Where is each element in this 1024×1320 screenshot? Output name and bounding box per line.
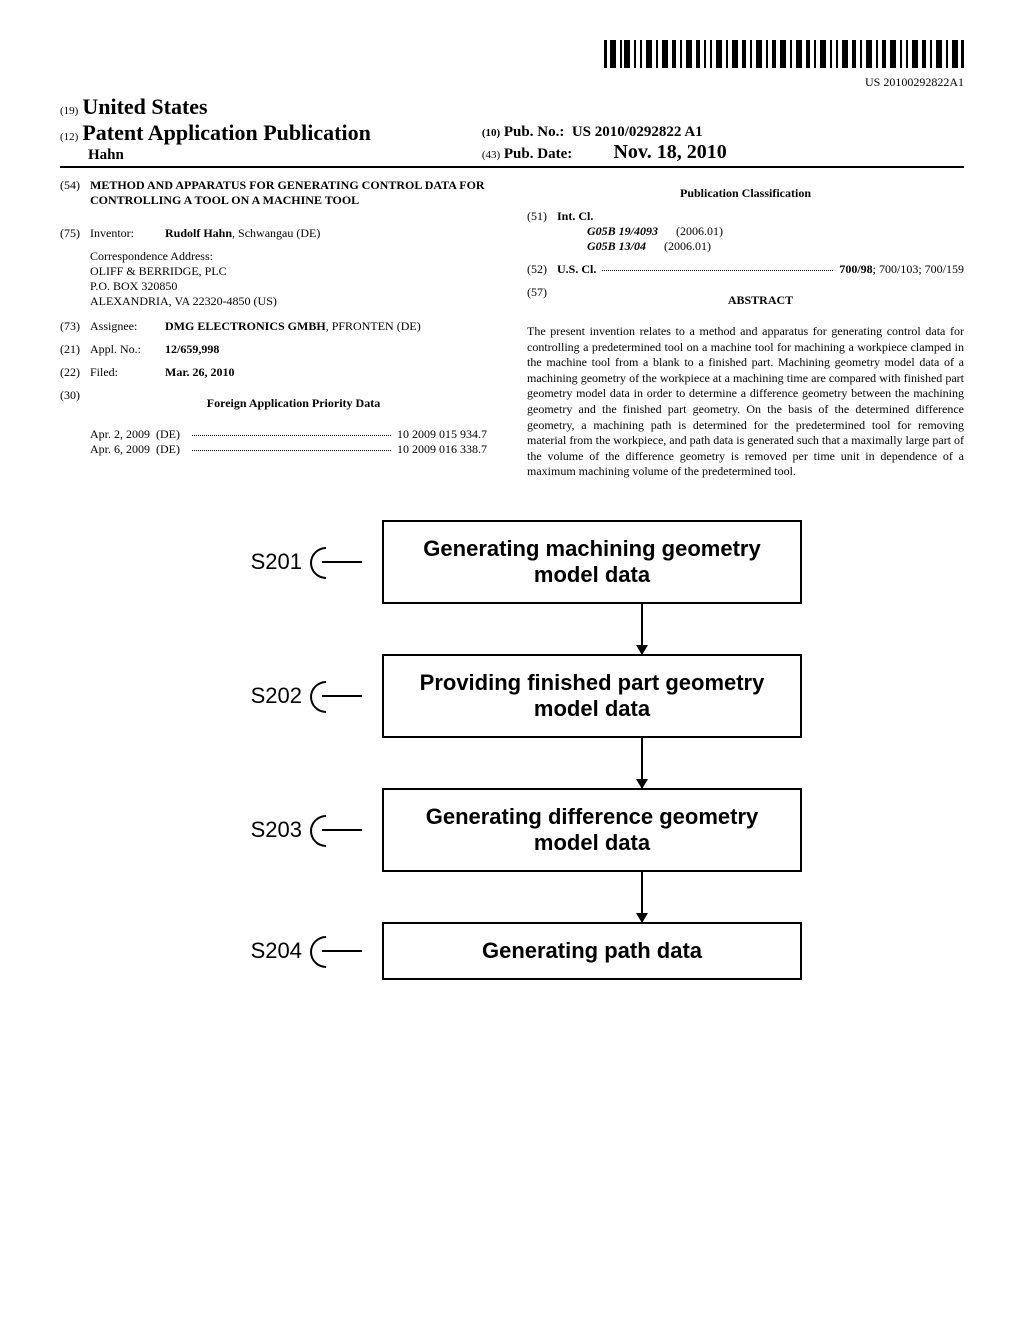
intcl-row: G05B 19/4093 (2006.01) xyxy=(557,224,964,239)
field-54-num: (54) xyxy=(60,178,90,193)
assignee-name: DMG ELECTRONICS GMBH xyxy=(165,319,326,333)
priority-list: Apr. 2, 2009(DE)10 2009 015 934.7Apr. 6,… xyxy=(60,427,497,457)
pub-no: US 2010/0292822 A1 xyxy=(572,124,703,140)
appl-no: 12/659,998 xyxy=(165,342,497,357)
intcl-code: G05B 13/04 xyxy=(587,239,646,253)
uscl-bold: 700/98 xyxy=(839,262,872,276)
flow-box: Providing finished part geometry model d… xyxy=(382,654,802,738)
field-57-num: (57) xyxy=(527,285,557,300)
inventor-name: Rudolf Hahn xyxy=(165,226,232,240)
field-21-num: (21) xyxy=(60,342,90,357)
appl-no-label: Appl. No.: xyxy=(90,342,165,357)
intcl-code: G05B 19/4093 xyxy=(587,224,658,238)
priority-row: Apr. 6, 2009 (DE) 10 2009 016 338.7 xyxy=(60,442,497,457)
barcode-graphic xyxy=(604,40,964,68)
field-22-num: (22) xyxy=(60,365,90,380)
field-73-num: (73) xyxy=(60,319,90,334)
publication-type: Patent Application Publication xyxy=(82,120,370,145)
flow-row: S201 Generating machining geometry model… xyxy=(222,520,802,604)
priority-cc: (DE) xyxy=(156,427,180,442)
priority-cc: (DE) xyxy=(156,442,180,457)
corr-label: Correspondence Address: xyxy=(90,249,497,264)
intcl-version: (2006.01) xyxy=(676,224,723,238)
barcode-region: US 20100292822A1 xyxy=(60,40,964,90)
flow-step-id: S204 xyxy=(222,938,302,964)
flow-pointer xyxy=(322,950,362,952)
priority-heading: Foreign Application Priority Data xyxy=(90,396,497,411)
field-30-num: (30) xyxy=(60,388,90,403)
intcl-list: G05B 19/4093 (2006.01)G05B 13/04 (2006.0… xyxy=(557,224,964,254)
country: United States xyxy=(82,94,207,119)
flow-pointer xyxy=(322,695,362,697)
inventor-label: Inventor: xyxy=(90,226,165,241)
intcl-row: G05B 13/04 (2006.01) xyxy=(557,239,964,254)
pub-date: Nov. 18, 2010 xyxy=(613,141,726,163)
pub-no-label: Pub. No.: xyxy=(504,124,564,140)
field-75-num: (75) xyxy=(60,226,90,241)
uscl-label: U.S. Cl. xyxy=(557,262,596,277)
flow-box: Generating machining geometry model data xyxy=(382,520,802,604)
invention-title: METHOD AND APPARATUS FOR GENERATING CONT… xyxy=(90,178,497,208)
priority-date: Apr. 2, 2009 xyxy=(90,427,150,442)
prefix-19: (19) xyxy=(60,105,78,117)
priority-row: Apr. 2, 2009 (DE) 10 2009 015 934.7 xyxy=(60,427,497,442)
filed-date: Mar. 26, 2010 xyxy=(165,365,497,380)
right-column: Publication Classification (51) Int. Cl.… xyxy=(527,178,964,480)
barcode-number: US 20100292822A1 xyxy=(60,75,964,90)
flow-box: Generating difference geometry model dat… xyxy=(382,788,802,872)
prefix-43: (43) xyxy=(482,149,500,161)
abstract-text: The present invention relates to a metho… xyxy=(527,324,964,480)
corr-line-2: P.O. BOX 320850 xyxy=(90,279,497,294)
intcl-label: Int. Cl. xyxy=(557,209,593,223)
flow-step-id: S202 xyxy=(222,683,302,709)
author: Hahn xyxy=(88,147,124,163)
flow-step-id: S203 xyxy=(222,817,302,843)
flow-row: S202 Providing finished part geometry mo… xyxy=(222,654,802,738)
flow-pointer xyxy=(322,561,362,563)
prefix-10: (10) xyxy=(482,127,500,139)
assignee-label: Assignee: xyxy=(90,319,165,334)
corr-line-1: OLIFF & BERRIDGE, PLC xyxy=(90,264,497,279)
flow-arrow xyxy=(641,738,643,788)
left-column: (54) METHOD AND APPARATUS FOR GENERATING… xyxy=(60,178,497,480)
flow-row: S204 Generating path data xyxy=(222,922,802,980)
field-52-num: (52) xyxy=(527,262,557,277)
inventor-suffix: , Schwangau (DE) xyxy=(232,226,320,240)
corr-line-3: ALEXANDRIA, VA 22320-4850 (US) xyxy=(90,294,497,309)
header: (19) United States (12) Patent Applicati… xyxy=(60,94,964,168)
assignee-suffix: , PFRONTEN (DE) xyxy=(326,319,421,333)
priority-num: 10 2009 015 934.7 xyxy=(397,427,487,442)
flow-row: S203 Generating difference geometry mode… xyxy=(222,788,802,872)
abstract-heading: ABSTRACT xyxy=(557,293,964,308)
classification-heading: Publication Classification xyxy=(527,186,964,201)
flowchart: S201 Generating machining geometry model… xyxy=(60,520,964,980)
biblio-columns: (54) METHOD AND APPARATUS FOR GENERATING… xyxy=(60,178,964,480)
field-51-num: (51) xyxy=(527,209,557,224)
flow-arrow xyxy=(641,872,643,922)
intcl-version: (2006.01) xyxy=(664,239,711,253)
correspondence-address: Correspondence Address: OLIFF & BERRIDGE… xyxy=(60,249,497,309)
flow-step-id: S201 xyxy=(222,549,302,575)
flow-pointer xyxy=(322,829,362,831)
filed-label: Filed: xyxy=(90,365,165,380)
flow-box: Generating path data xyxy=(382,922,802,980)
priority-num: 10 2009 016 338.7 xyxy=(397,442,487,457)
flow-arrow xyxy=(641,604,643,654)
prefix-12: (12) xyxy=(60,131,78,143)
pub-date-label: Pub. Date: xyxy=(504,146,572,162)
priority-date: Apr. 6, 2009 xyxy=(90,442,150,457)
